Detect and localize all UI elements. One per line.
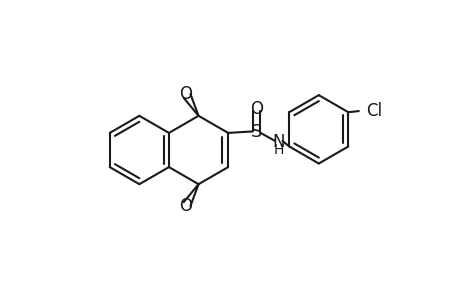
Text: H: H	[273, 143, 283, 158]
Text: O: O	[249, 100, 262, 118]
Text: N: N	[272, 133, 284, 151]
Text: O: O	[179, 85, 192, 103]
Text: S: S	[250, 123, 262, 141]
Text: Cl: Cl	[365, 102, 381, 120]
Text: O: O	[179, 197, 192, 215]
